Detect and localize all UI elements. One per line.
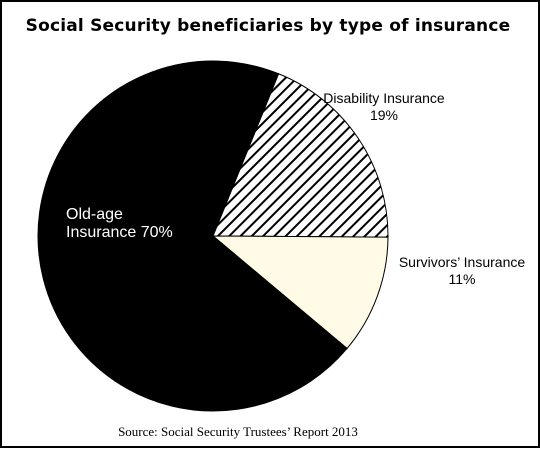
survivors-value-label: 11% — [449, 271, 476, 287]
disability-label: Disability Insurance — [323, 90, 445, 106]
oldage-label-line1: Old-age — [66, 206, 123, 223]
pie-slice-old — [37, 60, 348, 412]
pie-slice-survivors — [211, 235, 389, 350]
disability-value-label: 19% — [370, 107, 398, 123]
chart-source: Source: Social Security Trustees’ Report… — [118, 424, 358, 439]
chart-title: Social Security beneficiaries by type of… — [25, 16, 511, 36]
oldage-label-line2: Insurance 70% — [66, 224, 173, 241]
survivors-label: Survivors’ Insurance — [399, 254, 526, 270]
pie-slice-disability — [212, 73, 389, 238]
